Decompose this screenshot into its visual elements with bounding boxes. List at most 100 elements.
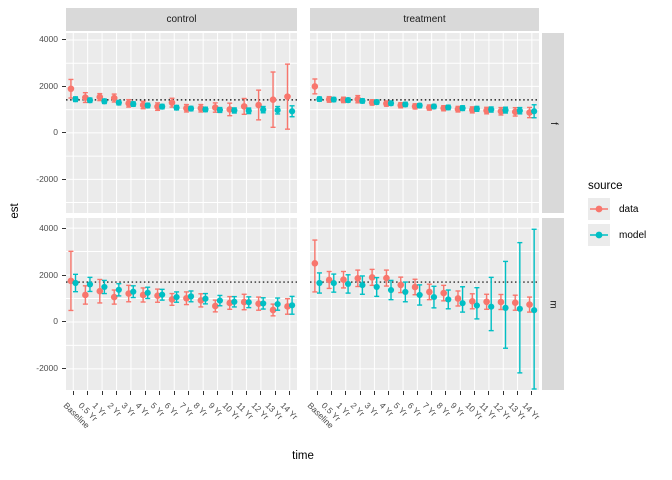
legend-key-data-icon xyxy=(588,198,610,220)
panel-control-m xyxy=(66,218,297,390)
x-tick-mark xyxy=(416,391,418,395)
x-tick-label: 6 Yr xyxy=(162,400,181,419)
y-tick-label: -2000 xyxy=(36,173,58,184)
x-tick-mark xyxy=(260,391,262,395)
x-tick-mark xyxy=(474,391,476,395)
x-tick-label: 8 Yr xyxy=(191,400,210,419)
y-tick-mark xyxy=(62,321,66,323)
x-tick-mark xyxy=(87,391,89,395)
facet-strip-f: f xyxy=(542,33,564,213)
panel-canvas xyxy=(310,33,539,213)
x-tick-label: 4 Yr xyxy=(134,400,153,419)
x-tick-mark xyxy=(330,391,332,395)
x-tick-mark xyxy=(144,391,146,395)
x-tick-mark xyxy=(231,391,233,395)
y-tick-label: 2000 xyxy=(39,269,58,280)
x-tick-mark xyxy=(116,391,118,395)
series-model xyxy=(316,228,538,390)
x-tick-mark xyxy=(202,391,204,395)
x-tick-label: 3 Yr xyxy=(363,400,382,419)
series-data xyxy=(311,239,533,313)
panel-canvas xyxy=(310,218,539,390)
panel-treatment-f xyxy=(310,33,539,213)
x-tick-label: 4 Yr xyxy=(377,400,396,419)
facet-strip-m-label: m xyxy=(547,299,559,309)
x-tick-mark xyxy=(402,391,404,395)
x-tick-label: 9 Yr xyxy=(206,400,225,419)
facet-strip-f-label: f xyxy=(547,121,559,125)
x-tick-mark xyxy=(531,391,533,395)
legend-label-model: model xyxy=(619,229,647,241)
facet-strip-control-label: control xyxy=(166,14,197,25)
x-axis-title: time xyxy=(292,450,314,462)
x-tick-mark xyxy=(502,391,504,395)
series-model xyxy=(72,96,296,118)
series-model xyxy=(316,95,538,119)
legend: source data model xyxy=(588,180,672,250)
x-tick-mark xyxy=(245,391,247,395)
y-axis-title: est xyxy=(9,203,21,219)
x-tick-mark xyxy=(388,391,390,395)
y-tick-mark xyxy=(62,274,66,276)
x-tick-mark xyxy=(173,391,175,395)
legend-title: source xyxy=(588,180,623,192)
x-tick-mark xyxy=(373,391,375,395)
series-model xyxy=(72,273,296,315)
y-tick-mark xyxy=(62,227,66,229)
series-data xyxy=(67,63,291,130)
x-tick-mark xyxy=(101,391,103,395)
x-tick-mark xyxy=(431,391,433,395)
series-data xyxy=(311,78,533,119)
y-tick-label: 2000 xyxy=(39,80,58,91)
x-tick-label: 5 Yr xyxy=(148,400,167,419)
legend-key-model-icon xyxy=(588,224,610,246)
x-tick-mark xyxy=(217,391,219,395)
x-tick-mark xyxy=(517,391,519,395)
y-tick-label: 4000 xyxy=(39,222,58,233)
x-tick-label: 6 Yr xyxy=(405,400,424,419)
x-tick-mark xyxy=(359,391,361,395)
x-tick-label: 5 Yr xyxy=(391,400,410,419)
x-tick-label: 9 Yr xyxy=(448,400,467,419)
x-tick-mark xyxy=(72,391,74,395)
legend-item-data: data xyxy=(588,198,672,220)
y-tick-mark xyxy=(62,85,66,87)
model-key-glyph xyxy=(590,231,608,239)
y-tick-label: 0 xyxy=(53,127,58,138)
y-tick-label: 4000 xyxy=(39,34,58,45)
x-tick-mark xyxy=(289,391,291,395)
x-tick-mark xyxy=(274,391,276,395)
x-tick-mark xyxy=(316,391,318,395)
legend-item-model: model xyxy=(588,224,672,246)
x-tick-label: 2 Yr xyxy=(348,400,367,419)
panel-canvas xyxy=(66,33,297,213)
x-tick-mark xyxy=(459,391,461,395)
x-tick-label: 8 Yr xyxy=(434,400,453,419)
x-tick-mark xyxy=(159,391,161,395)
x-tick-label: 2 Yr xyxy=(105,400,124,419)
facet-strip-control: control xyxy=(66,8,297,31)
y-tick-mark xyxy=(62,132,66,134)
facet-strip-treatment-label: treatment xyxy=(403,14,446,25)
y-tick-label: -2000 xyxy=(36,363,58,374)
x-tick-mark xyxy=(188,391,190,395)
x-tick-label: 3 Yr xyxy=(119,400,138,419)
facet-strip-treatment: treatment xyxy=(310,8,539,31)
panel-control-f xyxy=(66,33,297,213)
panel-canvas xyxy=(66,218,297,390)
x-tick-mark xyxy=(130,391,132,395)
facet-strip-m: m xyxy=(542,218,564,390)
x-tick-mark xyxy=(345,391,347,395)
panel-treatment-m xyxy=(310,218,539,390)
y-tick-label: 0 xyxy=(53,316,58,327)
x-tick-mark xyxy=(488,391,490,395)
x-tick-label: 7 Yr xyxy=(177,400,196,419)
series-data xyxy=(67,250,291,317)
data-key-glyph xyxy=(590,205,608,213)
y-tick-mark xyxy=(62,178,66,180)
x-tick-label: 7 Yr xyxy=(420,400,439,419)
legend-label-data: data xyxy=(619,203,639,215)
x-tick-mark xyxy=(445,391,447,395)
y-tick-mark xyxy=(62,368,66,370)
